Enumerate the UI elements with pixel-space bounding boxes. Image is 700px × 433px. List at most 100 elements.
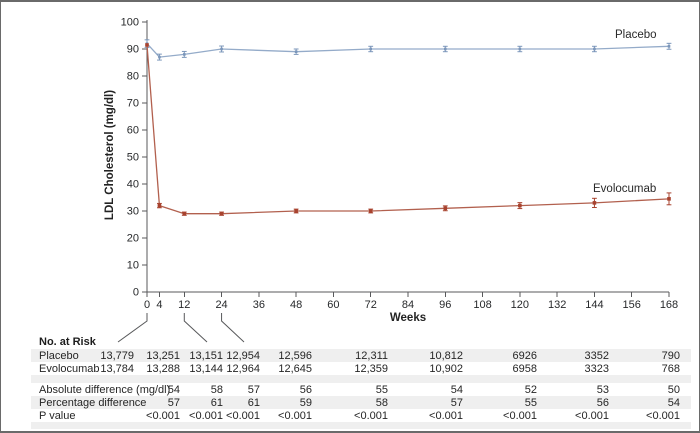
table-cell: 10,902 bbox=[429, 363, 463, 375]
placebo-series-label: Placebo bbox=[615, 29, 657, 41]
y-tick-label: 90 bbox=[127, 44, 139, 56]
data-point-marker bbox=[518, 203, 522, 208]
y-axis-title: LDL Cholesterol (mg/dl) bbox=[104, 89, 116, 221]
table-cell: 13,144 bbox=[189, 363, 223, 375]
table-cell: 52 bbox=[524, 384, 537, 396]
table-cell: 13,251 bbox=[146, 350, 180, 362]
table-cell: 59 bbox=[299, 397, 312, 409]
table-cell: 56 bbox=[596, 397, 609, 409]
table-row-label: Percentage difference bbox=[39, 397, 147, 409]
table-cell: 58 bbox=[375, 397, 388, 409]
data-point-marker bbox=[145, 43, 149, 47]
x-axis-title: Weeks bbox=[389, 312, 427, 324]
table-cell: 12,359 bbox=[354, 363, 388, 375]
x-tick-label: 144 bbox=[585, 299, 603, 311]
table-cell: <0.001 bbox=[646, 410, 680, 422]
y-tick-label: 100 bbox=[121, 17, 139, 29]
table-cell: <0.001 bbox=[354, 410, 388, 422]
data-point-marker bbox=[593, 47, 596, 51]
table-cell: 12,954 bbox=[226, 350, 260, 362]
x-tick-label: 84 bbox=[402, 299, 414, 311]
x-tick-label: 72 bbox=[365, 299, 377, 311]
table-cell: 12,645 bbox=[278, 363, 312, 375]
x-tick-label: 132 bbox=[548, 299, 566, 311]
table-cell: 12,596 bbox=[278, 350, 312, 362]
table-cell: 12,964 bbox=[226, 363, 260, 375]
x-tick-label: 4 bbox=[156, 299, 162, 311]
table-cell: 10,812 bbox=[429, 350, 463, 362]
x-tick-label: 60 bbox=[327, 299, 339, 311]
table-row-shading bbox=[31, 396, 691, 409]
table-cell: 790 bbox=[661, 350, 680, 362]
table-cell: 6926 bbox=[512, 350, 537, 362]
table-cell: <0.001 bbox=[503, 410, 537, 422]
table-cell: 61 bbox=[247, 397, 260, 409]
data-point-marker bbox=[157, 203, 162, 208]
x-tick-label: 36 bbox=[253, 299, 265, 311]
data-point-marker bbox=[294, 209, 298, 213]
data-point-marker bbox=[443, 47, 447, 51]
axes bbox=[146, 20, 669, 293]
series-placebo bbox=[144, 39, 672, 61]
table-cell: 55 bbox=[375, 384, 388, 396]
x-tick-label: 12 bbox=[178, 299, 190, 311]
x-tick-label: 24 bbox=[215, 299, 227, 311]
series-evolocumab bbox=[145, 43, 672, 216]
tick-marks bbox=[142, 21, 670, 297]
table-cell: <0.001 bbox=[189, 410, 223, 422]
y-tick-label: 70 bbox=[127, 98, 139, 110]
y-tick-label: 10 bbox=[127, 260, 139, 272]
x-tick-label: 156 bbox=[623, 299, 641, 311]
x-tick-label: 96 bbox=[439, 299, 451, 311]
table-row-shading bbox=[31, 422, 691, 429]
data-point-marker bbox=[158, 55, 161, 59]
table-cell: 768 bbox=[661, 363, 680, 375]
table-cell: 56 bbox=[299, 384, 312, 396]
y-tick-label: 40 bbox=[127, 179, 139, 191]
data-point-marker bbox=[368, 209, 373, 213]
table-cell: <0.001 bbox=[226, 410, 260, 422]
y-tick-label: 60 bbox=[127, 125, 139, 137]
table-cell: <0.001 bbox=[278, 410, 312, 422]
table-cell: 57 bbox=[167, 397, 180, 409]
y-tick-label: 80 bbox=[127, 71, 139, 83]
table-cell: 13,779 bbox=[100, 350, 134, 362]
data-point-marker bbox=[369, 47, 373, 51]
table-row-label: Absolute difference (mg/dl) bbox=[39, 384, 171, 396]
evolocumab-series-label: Evolocumab bbox=[593, 183, 657, 195]
data-point-marker bbox=[667, 197, 671, 201]
table-cell: 57 bbox=[450, 397, 463, 409]
table-row-label: P value bbox=[39, 410, 76, 422]
x-tick-label: 48 bbox=[290, 299, 302, 311]
y-tick-label: 0 bbox=[133, 287, 139, 299]
table-cell: 13,151 bbox=[189, 350, 223, 362]
table-cell: 55 bbox=[524, 397, 537, 409]
table-row-shading bbox=[31, 349, 691, 362]
data-point-marker bbox=[443, 206, 448, 211]
table-cell: 57 bbox=[247, 384, 260, 396]
table-cell: 54 bbox=[167, 384, 180, 396]
table-cell: <0.001 bbox=[429, 410, 463, 422]
table-cell: <0.001 bbox=[146, 410, 180, 422]
table-cell: 58 bbox=[210, 384, 223, 396]
table-cell: 12,311 bbox=[355, 350, 388, 362]
data-point-marker bbox=[294, 50, 298, 53]
x-tick-label: 0 bbox=[144, 299, 150, 311]
y-tick-label: 20 bbox=[127, 233, 139, 245]
table-cell: 54 bbox=[667, 397, 680, 409]
table-row-label: Placebo bbox=[39, 350, 79, 362]
data-point-marker bbox=[592, 201, 597, 205]
callout-lines bbox=[117, 313, 245, 343]
table-cell: 6958 bbox=[512, 363, 537, 375]
table-cell: 13,288 bbox=[146, 363, 180, 375]
data-point-marker bbox=[182, 53, 186, 56]
data-point-marker bbox=[219, 211, 224, 216]
table-row-label: Evolocumab bbox=[39, 363, 100, 375]
x-tick-label: 120 bbox=[511, 299, 529, 311]
data-point-marker bbox=[182, 211, 187, 216]
y-tick-label: 30 bbox=[127, 206, 139, 218]
table-cell: 3352 bbox=[584, 350, 609, 362]
